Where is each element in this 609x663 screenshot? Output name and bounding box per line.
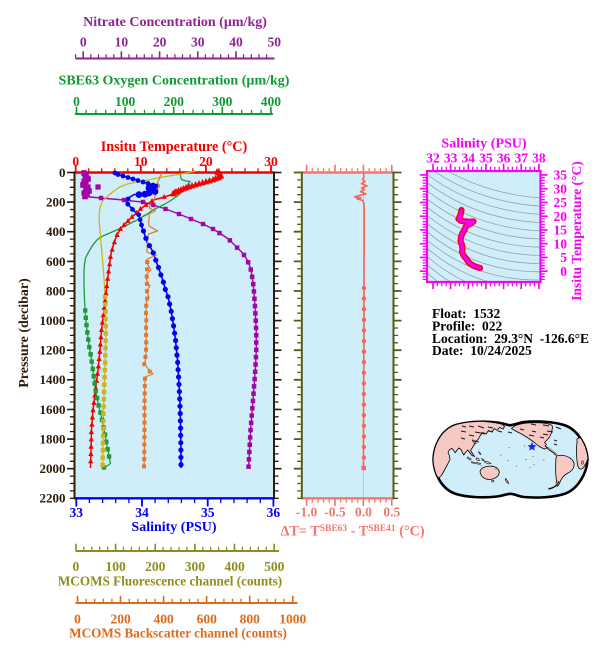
svg-text:5: 5 <box>560 250 567 265</box>
svg-text:Nitrate Concentration (µm/kg): Nitrate Concentration (µm/kg) <box>83 15 267 30</box>
svg-text:1000: 1000 <box>40 313 66 328</box>
svg-text:Salinity (PSU): Salinity (PSU) <box>131 520 217 535</box>
svg-text:300: 300 <box>185 559 206 574</box>
svg-text:MCOMS Fluorescence channel (co: MCOMS Fluorescence channel (counts) <box>58 574 282 589</box>
svg-text:200: 200 <box>46 195 66 210</box>
svg-text:1800: 1800 <box>40 432 66 447</box>
svg-text:0: 0 <box>59 165 66 180</box>
svg-text:35: 35 <box>201 505 215 520</box>
svg-text:Salinity (PSU): Salinity (PSU) <box>441 137 527 152</box>
svg-text:2000: 2000 <box>40 461 66 476</box>
svg-text:35: 35 <box>479 151 493 166</box>
svg-text:0: 0 <box>80 35 87 50</box>
svg-text:0: 0 <box>72 154 79 169</box>
svg-text:200: 200 <box>110 612 131 627</box>
svg-text:20: 20 <box>153 35 167 50</box>
svg-text:1400: 1400 <box>40 372 66 387</box>
svg-text:34: 34 <box>135 505 149 520</box>
svg-text:25: 25 <box>554 195 568 210</box>
svg-text:400: 400 <box>153 612 174 627</box>
svg-text:600: 600 <box>46 254 66 269</box>
svg-text:400: 400 <box>46 224 66 239</box>
svg-text:ΔT= TSBE63 - TSBE41 (°C): ΔT= TSBE63 - TSBE41 (°C) <box>281 524 425 540</box>
svg-text:MCOMS Backscatter channel (cou: MCOMS Backscatter channel (counts) <box>69 626 287 641</box>
svg-text:33: 33 <box>444 151 458 166</box>
svg-text:40: 40 <box>229 35 243 50</box>
svg-text:400: 400 <box>224 559 245 574</box>
svg-text:200: 200 <box>164 94 185 109</box>
svg-text:10: 10 <box>134 154 148 169</box>
svg-text:400: 400 <box>261 94 282 109</box>
svg-text:36: 36 <box>267 505 281 520</box>
svg-text:Insitu Temperature (°C): Insitu Temperature (°C) <box>569 161 584 300</box>
svg-text:200: 200 <box>145 559 166 574</box>
svg-text:500: 500 <box>264 559 285 574</box>
svg-text:0.0: 0.0 <box>355 505 372 520</box>
svg-text:33: 33 <box>70 505 84 520</box>
svg-text:Profile: 022: Profile: 022 <box>432 318 502 333</box>
svg-text:Date: 10/24/2025: Date: 10/24/2025 <box>432 343 532 358</box>
svg-text:38: 38 <box>532 151 546 166</box>
svg-text:0: 0 <box>560 264 567 279</box>
svg-text:35: 35 <box>554 168 568 183</box>
svg-text:800: 800 <box>46 283 66 298</box>
svg-text:10: 10 <box>554 236 568 251</box>
svg-text:100: 100 <box>105 559 126 574</box>
svg-text:50: 50 <box>267 35 281 50</box>
svg-text:20: 20 <box>554 209 568 224</box>
svg-text:30: 30 <box>554 181 568 196</box>
svg-text:-1.0: -1.0 <box>296 505 318 520</box>
svg-text:1200: 1200 <box>40 343 66 358</box>
svg-text:0: 0 <box>73 559 80 574</box>
svg-text:800: 800 <box>240 612 261 627</box>
svg-text:1600: 1600 <box>40 402 66 417</box>
svg-text:32: 32 <box>426 151 440 166</box>
svg-text:600: 600 <box>197 612 218 627</box>
svg-text:2200: 2200 <box>40 491 66 506</box>
svg-text:0: 0 <box>74 612 81 627</box>
svg-text:Location: 29.3°N -126.6°E: Location: 29.3°N -126.6°E <box>432 331 589 346</box>
svg-text:36: 36 <box>497 151 511 166</box>
svg-text:30: 30 <box>264 154 278 169</box>
svg-text:SBE63 Oxygen Concentration (µm: SBE63 Oxygen Concentration (µm/kg) <box>59 74 290 89</box>
svg-text:34: 34 <box>462 151 476 166</box>
svg-text:-0.5: -0.5 <box>324 505 346 520</box>
svg-text:0: 0 <box>73 94 80 109</box>
svg-text:37: 37 <box>514 151 528 166</box>
svg-text:300: 300 <box>212 94 233 109</box>
svg-text:Float: 1532: Float: 1532 <box>432 306 500 321</box>
svg-text:1000: 1000 <box>279 612 306 627</box>
svg-text:0.5: 0.5 <box>383 505 400 520</box>
svg-text:100: 100 <box>115 94 136 109</box>
svg-text:Insitu Temperature (°C): Insitu Temperature (°C) <box>101 139 248 155</box>
svg-text:20: 20 <box>199 154 213 169</box>
svg-text:15: 15 <box>554 223 568 238</box>
svg-text:Pressure (decibar): Pressure (decibar) <box>17 278 32 388</box>
svg-text:30: 30 <box>191 35 205 50</box>
svg-text:10: 10 <box>115 35 129 50</box>
